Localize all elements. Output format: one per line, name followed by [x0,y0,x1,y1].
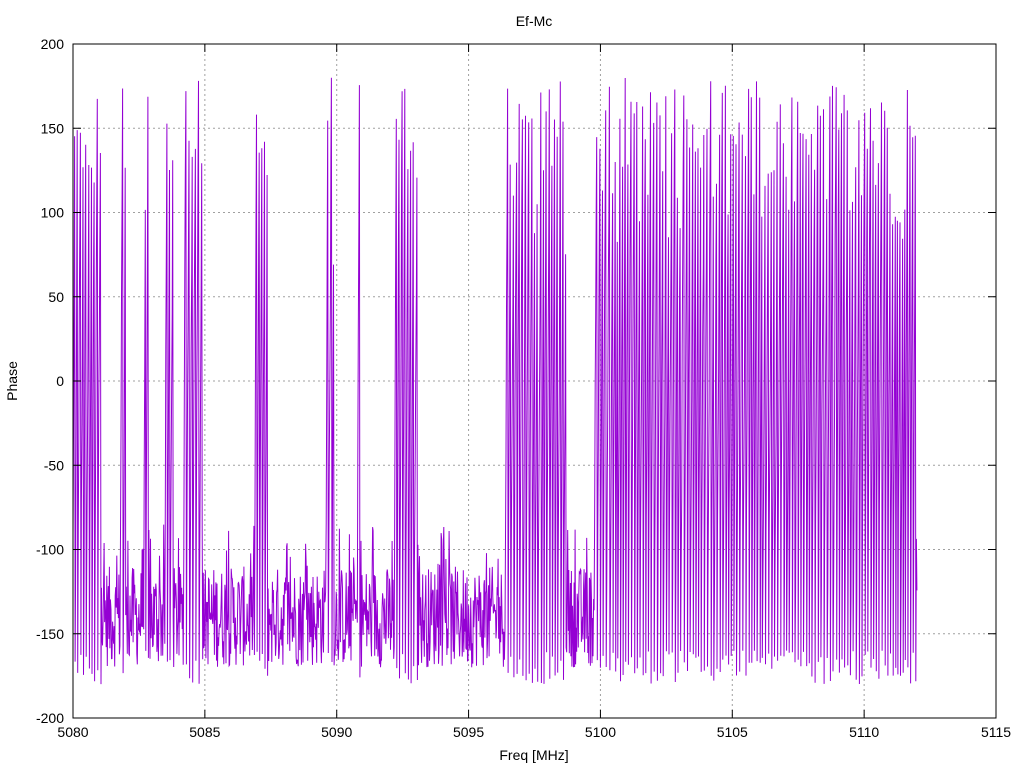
chart-title: Ef-Mc [516,13,553,29]
x-tick-label: 5090 [321,724,352,740]
y-tick-label: -200 [36,710,64,726]
x-tick-label: 5080 [57,724,88,740]
series-line [72,77,918,685]
x-tick-label: 5105 [717,724,748,740]
x-tick-label: 5085 [189,724,220,740]
x-axis-title: Freq [MHz] [499,747,568,763]
x-tick-label: 5115 [981,724,1011,740]
y-tick-label: 200 [41,36,65,52]
y-tick-label: -150 [36,626,64,642]
data-layer [72,77,918,685]
y-axis-title: Phase [4,361,20,401]
ticks [72,43,997,719]
y-tick-label: 0 [56,373,64,389]
y-tick-label: 100 [41,205,65,221]
x-tick-labels: 5080 5085 5090 5095 5100 5105 5110 5115 [57,724,1011,740]
y-tick-label: -100 [36,542,64,558]
x-tick-label: 5100 [585,724,616,740]
y-tick-labels: -200 -150 -100 -50 0 50 100 150 200 [36,36,64,726]
x-tick-label: 5110 [849,724,879,740]
y-tick-label: 50 [48,289,64,305]
y-tick-label: 150 [41,120,65,136]
x-tick-label: 5095 [453,724,484,740]
y-tick-label: -50 [44,457,64,473]
